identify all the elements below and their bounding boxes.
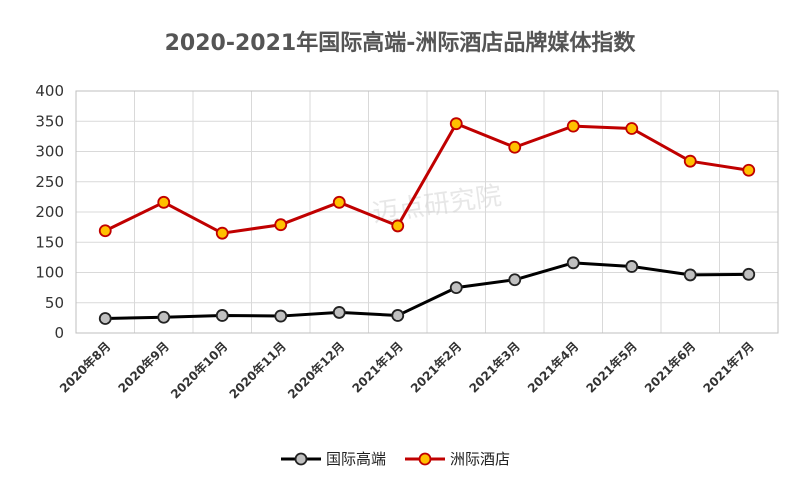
- y-tick-label: 350: [35, 112, 64, 130]
- x-tick-label: 2021年2月: [407, 339, 464, 396]
- legend-swatch-marker: [294, 452, 308, 466]
- series-line: [105, 261, 749, 320]
- data-point: [625, 260, 639, 273]
- x-tick-label: 2021年4月: [524, 339, 581, 396]
- legend-item: 洲际酒店: [405, 450, 510, 468]
- data-point: [508, 140, 522, 154]
- chart-title: 2020-2021年国际高端-洲际酒店品牌媒体指数: [165, 30, 637, 56]
- legend: 国际高端 洲际酒店: [281, 450, 510, 468]
- data-point: [157, 310, 171, 324]
- plot-area-border: [75, 90, 779, 334]
- series-line: [104, 122, 749, 235]
- data-point: [566, 119, 580, 133]
- x-tick-label: 2021年6月: [641, 339, 698, 396]
- legend-label: 国际高端: [326, 450, 386, 468]
- data-point: [274, 309, 288, 323]
- x-tick-label: 2021年7月: [700, 339, 757, 396]
- y-tick-label: 50: [45, 294, 64, 312]
- x-tick-label: 2020年8月: [56, 339, 113, 396]
- x-tick-label: 2021年3月: [466, 339, 523, 396]
- data-point: [449, 117, 463, 131]
- series-2: [98, 117, 756, 240]
- data-point: [215, 309, 229, 322]
- y-tick-label: 250: [35, 173, 64, 191]
- x-tick-label: 2020年11月: [226, 339, 289, 402]
- y-tick-label: 0: [54, 324, 64, 342]
- x-tick-label: 2020年9月: [115, 339, 172, 396]
- y-tick-label: 400: [35, 82, 64, 100]
- y-tick-label: 300: [35, 143, 64, 161]
- x-tick-label: 2020年12月: [284, 339, 347, 402]
- data-point: [157, 195, 171, 209]
- data-point: [98, 312, 112, 325]
- y-tick-label: 100: [35, 264, 64, 282]
- series-lines: [98, 117, 756, 325]
- data-point: [332, 306, 346, 319]
- legend-label: 洲际酒店: [450, 450, 510, 468]
- data-point: [683, 268, 697, 282]
- data-point: [98, 224, 112, 238]
- data-point: [391, 309, 405, 322]
- x-tick-label: 2020年10月: [167, 339, 230, 402]
- legend-item: 国际高端: [281, 450, 386, 468]
- y-tick-label: 200: [35, 203, 64, 221]
- data-point: [625, 122, 639, 135]
- data-point: [215, 226, 229, 240]
- data-point: [449, 281, 463, 295]
- data-point: [391, 219, 405, 233]
- data-point: [508, 273, 522, 287]
- x-tick-label: 2021年5月: [583, 339, 640, 396]
- data-point: [566, 256, 580, 270]
- y-axis-ticks: 0 50 100 150 200 250 300 350 400: [35, 82, 64, 342]
- data-point: [742, 267, 756, 281]
- data-point: [742, 163, 756, 177]
- data-point: [683, 154, 697, 168]
- series-1: [98, 256, 756, 325]
- data-point: [274, 218, 288, 232]
- legend-swatch-marker: [418, 452, 432, 466]
- data-point: [332, 195, 346, 209]
- y-tick-label: 150: [35, 233, 64, 251]
- x-tick-label: 2021年1月: [349, 339, 406, 396]
